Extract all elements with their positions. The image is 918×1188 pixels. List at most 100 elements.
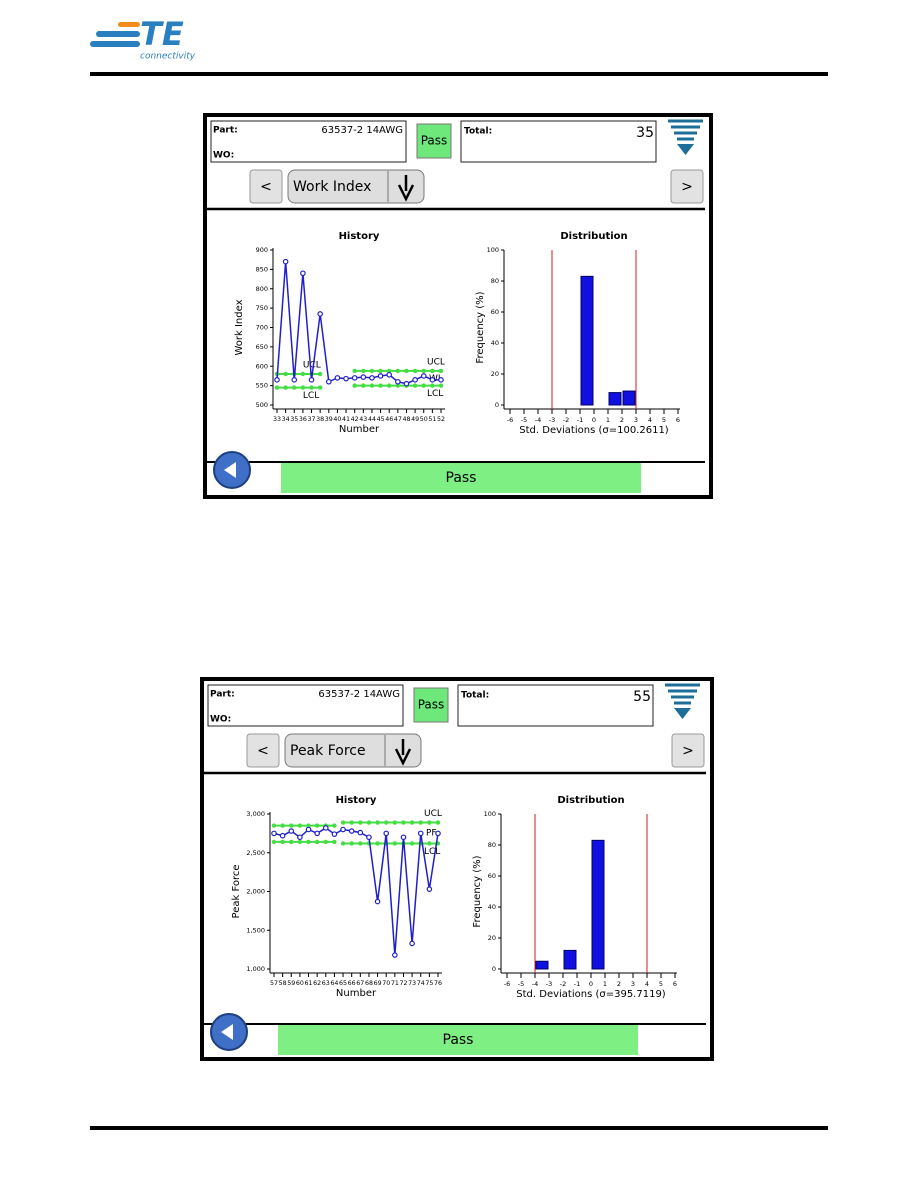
limit-point xyxy=(352,383,357,388)
y-tick-label: 100 xyxy=(487,246,499,254)
y-tick-label: 60 xyxy=(491,308,499,316)
x-tick-label: 63 xyxy=(322,980,330,987)
limit-point xyxy=(332,839,337,845)
y-tick-label: 3,000 xyxy=(246,810,265,818)
footer-status-bar xyxy=(281,463,641,493)
x-tick-label: -3 xyxy=(546,980,552,988)
x-tick-label: 68 xyxy=(365,980,373,987)
limit-label: UCL xyxy=(427,357,445,367)
logo-sub: connectivity xyxy=(140,52,196,62)
total-value: 35 xyxy=(636,125,654,141)
x-tick-label: 61 xyxy=(305,980,313,987)
total-value: 55 xyxy=(633,689,651,705)
x-tick-label: 72 xyxy=(399,980,407,987)
limit-point xyxy=(283,385,288,390)
next-button[interactable] xyxy=(670,169,704,204)
data-point xyxy=(426,886,433,892)
status-button[interactable] xyxy=(413,687,449,723)
limit-point xyxy=(297,823,303,828)
total-label: Total: xyxy=(461,691,489,701)
part-label: Part: xyxy=(213,126,238,136)
prev-button[interactable] xyxy=(246,733,280,768)
limit-point xyxy=(271,839,277,845)
bar xyxy=(591,839,605,970)
measure-text: Work Index xyxy=(293,179,371,195)
limit-point xyxy=(421,383,426,388)
part-number: 63537-2 14AWG xyxy=(318,689,400,700)
y-tick-label: 0 xyxy=(492,965,496,973)
x-tick-label: -1 xyxy=(574,980,580,988)
bar xyxy=(535,960,549,970)
measure-dropdown[interactable] xyxy=(284,733,422,768)
data-point xyxy=(357,829,364,836)
data-point xyxy=(386,371,393,378)
total-label: Total: xyxy=(464,127,492,137)
bar xyxy=(563,949,577,970)
status-button[interactable] xyxy=(416,123,452,159)
limit-point xyxy=(369,368,375,374)
x-tick-label: 67 xyxy=(356,980,364,987)
x-tick-label: 34 xyxy=(282,416,290,423)
limit-point xyxy=(361,383,366,388)
y-tick-label: 850 xyxy=(256,265,268,273)
x-tick-label: -1 xyxy=(577,416,583,424)
footer-status-bar xyxy=(278,1025,638,1055)
data-point xyxy=(420,373,427,379)
next-button[interactable] xyxy=(671,733,705,768)
x-tick-label: -4 xyxy=(532,980,538,988)
measure-text: Peak Force xyxy=(290,743,366,759)
measure-dropdown[interactable] xyxy=(287,169,425,204)
limit-point xyxy=(292,385,297,390)
part-box xyxy=(207,684,404,727)
x-tick-label: 6 xyxy=(676,416,680,424)
dropdown-arrow xyxy=(397,175,415,202)
logo: TE xyxy=(140,15,184,53)
x-tick-label: 4 xyxy=(648,416,652,424)
menu-arrow xyxy=(674,708,691,719)
part-box xyxy=(210,120,407,163)
x-tick-label: 5 xyxy=(662,416,666,424)
limit-point xyxy=(409,820,415,825)
x-tick-label: 42 xyxy=(351,416,359,423)
screenshot: Part: 63537-2 14AWG WO: Pass Total: 55 < Peak F… xyxy=(200,677,714,1061)
limit-point xyxy=(418,820,423,825)
limit-point xyxy=(378,383,383,388)
y-tick-label: 1,000 xyxy=(246,965,265,973)
data-point xyxy=(438,377,444,383)
limit-label: LCL xyxy=(303,391,319,401)
data-point xyxy=(377,373,384,379)
menu-icon[interactable] xyxy=(668,119,703,155)
x-tick-label: 40 xyxy=(333,416,341,423)
prev-button[interactable] xyxy=(249,169,283,204)
limit-point xyxy=(395,368,401,374)
y-axis-label: Frequency (%) xyxy=(472,855,483,927)
limit-point xyxy=(369,383,375,388)
x-tick-label: 0 xyxy=(589,980,593,988)
y-tick-label: 20 xyxy=(488,934,496,942)
y-tick-label: 80 xyxy=(491,277,499,285)
limit-point xyxy=(392,820,398,825)
data-point xyxy=(325,378,332,385)
limit-point xyxy=(375,820,380,825)
limit-point xyxy=(317,371,323,377)
x-tick-label: 69 xyxy=(374,980,382,987)
prev-text: < xyxy=(260,179,272,195)
x-tick-label: 5 xyxy=(659,980,663,988)
footer-rule xyxy=(90,1126,828,1130)
limit-point xyxy=(395,383,401,388)
limit-point xyxy=(430,383,435,388)
dropdown-arrow xyxy=(394,739,412,766)
data-point xyxy=(300,270,306,277)
data-point xyxy=(360,374,367,380)
menu-icon[interactable] xyxy=(665,683,700,719)
data-point xyxy=(322,825,329,831)
x-tick-label: 3 xyxy=(631,980,635,988)
limit-point xyxy=(340,820,346,825)
x-tick-label: -2 xyxy=(563,416,569,424)
limit-point xyxy=(274,385,280,390)
y-tick-label: 650 xyxy=(256,343,268,351)
y-axis-label: Frequency (%) xyxy=(475,291,486,363)
x-tick-label: 37 xyxy=(308,416,316,423)
data-point xyxy=(429,377,436,383)
